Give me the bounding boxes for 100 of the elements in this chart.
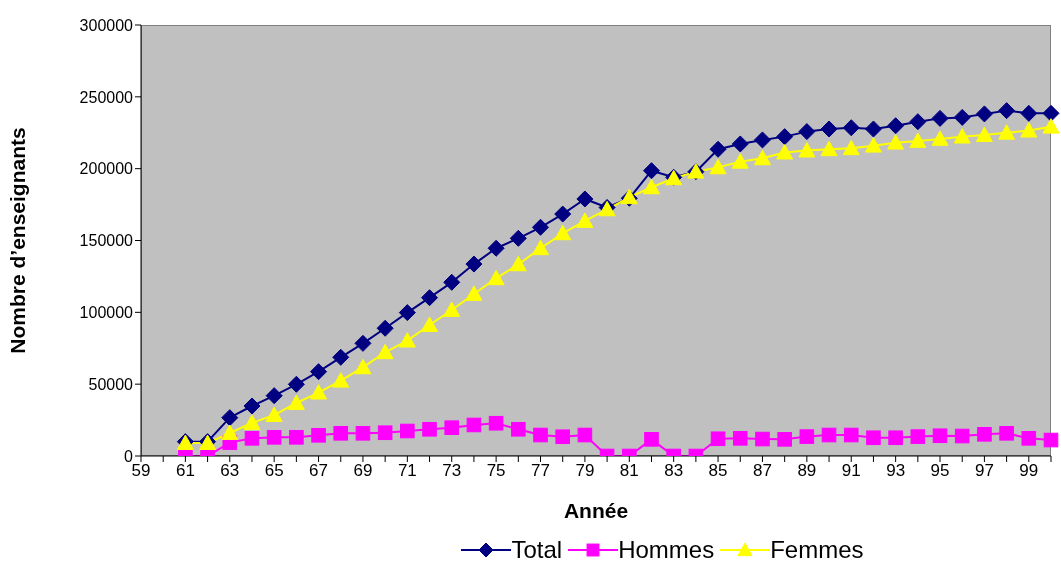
point [509, 255, 527, 272]
point [244, 431, 260, 446]
point [776, 144, 794, 160]
y-tick-label: 50000 [88, 375, 134, 393]
point [333, 426, 349, 441]
x-tick-label: 95 [930, 461, 950, 481]
point [421, 316, 439, 332]
point [554, 205, 572, 223]
point [466, 417, 482, 433]
point [398, 332, 416, 348]
point [576, 190, 594, 208]
point [287, 375, 305, 393]
point [1042, 104, 1060, 122]
y-tick-label: 250000 [79, 88, 134, 106]
x-tick-label: 61 [175, 461, 195, 481]
point [866, 430, 881, 446]
point [998, 102, 1016, 120]
point [376, 319, 394, 337]
point [777, 432, 792, 447]
point [354, 358, 372, 375]
point [977, 427, 992, 442]
x-tick-label: 75 [486, 461, 506, 481]
point [1021, 431, 1037, 446]
y-tick-label: 150000 [79, 232, 134, 250]
point [709, 140, 727, 158]
point [243, 414, 261, 430]
point [532, 218, 550, 236]
point [953, 128, 971, 144]
point [998, 124, 1016, 140]
point [422, 421, 437, 437]
point [842, 139, 860, 156]
point [642, 162, 660, 180]
point [932, 428, 948, 444]
point [909, 132, 927, 148]
point [576, 212, 594, 228]
point [243, 397, 261, 415]
point [731, 135, 749, 153]
point [532, 239, 550, 256]
point [755, 431, 770, 447]
point [864, 137, 882, 153]
point [798, 142, 816, 158]
point [443, 273, 461, 291]
point [999, 426, 1014, 441]
point [732, 431, 748, 446]
point [821, 427, 837, 443]
x-tick-label: 85 [708, 461, 728, 481]
x-tick-label: 83 [664, 461, 684, 481]
point [487, 239, 505, 257]
y-tick-label: 0 [124, 447, 134, 465]
legend-label: Hommes [618, 536, 715, 564]
point [421, 289, 439, 307]
legend-label: Total [511, 536, 563, 564]
point [265, 387, 283, 405]
point [376, 343, 394, 360]
point [864, 120, 882, 138]
point [931, 109, 949, 127]
point [888, 430, 903, 446]
point [820, 120, 838, 138]
point [1042, 118, 1060, 134]
x-tick-label: 91 [841, 461, 861, 481]
point [731, 153, 749, 169]
point [555, 429, 571, 445]
point [909, 113, 927, 131]
point [533, 427, 548, 443]
point [931, 130, 949, 146]
point [310, 384, 328, 400]
point [776, 128, 794, 146]
point [354, 334, 372, 352]
x-tick-label: 73 [442, 461, 462, 481]
point [221, 424, 239, 440]
point [310, 363, 328, 381]
point [266, 430, 282, 445]
point [975, 105, 993, 123]
point [644, 432, 659, 447]
point [398, 304, 416, 322]
x-tick-label: 99 [1019, 461, 1039, 481]
x-tick-label: 59 [131, 461, 151, 481]
y-tick-label: 100000 [79, 304, 134, 322]
point [887, 134, 905, 150]
x-tick-label: 79 [575, 461, 595, 481]
x-tick-label: 87 [753, 461, 772, 481]
x-axis-title: Année [563, 499, 629, 522]
x-tick-label: 81 [619, 461, 639, 481]
point [887, 117, 905, 135]
x-tick-label: 67 [309, 461, 329, 481]
point [265, 406, 283, 422]
point [820, 140, 838, 157]
point [377, 425, 393, 441]
point [400, 423, 415, 439]
point [1043, 432, 1059, 448]
point [710, 431, 726, 447]
x-tick-label: 69 [353, 461, 373, 481]
point [910, 429, 926, 444]
point [332, 348, 350, 366]
point [799, 429, 815, 444]
x-tick-label: 71 [397, 461, 417, 481]
point [577, 427, 593, 443]
point [487, 269, 505, 286]
x-tick-label: 89 [797, 461, 817, 481]
point [289, 430, 304, 445]
